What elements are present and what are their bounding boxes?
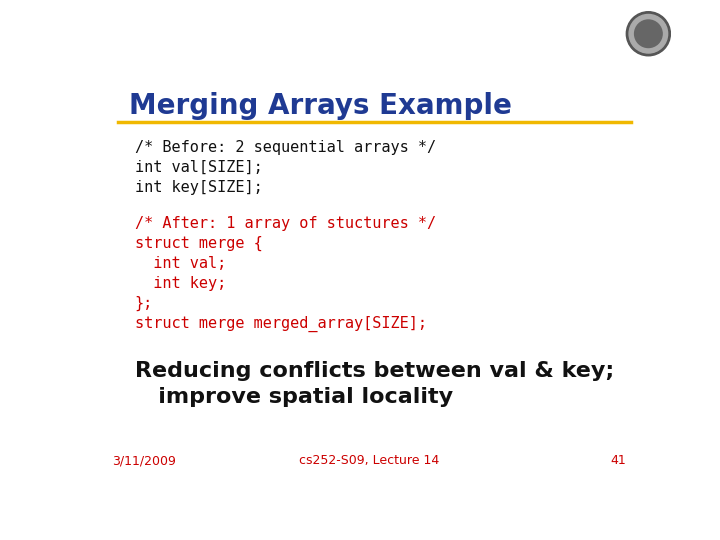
Text: struct merge merged_array[SIZE];: struct merge merged_array[SIZE]; bbox=[135, 316, 427, 332]
Text: 3/11/2009: 3/11/2009 bbox=[112, 454, 176, 467]
Text: /* Before: 2 sequential arrays */: /* Before: 2 sequential arrays */ bbox=[135, 140, 436, 154]
Text: Reducing conflicts between val & key;: Reducing conflicts between val & key; bbox=[135, 361, 614, 381]
Text: cs252-S09, Lecture 14: cs252-S09, Lecture 14 bbox=[299, 454, 439, 467]
Text: /* After: 1 array of stuctures */: /* After: 1 array of stuctures */ bbox=[135, 216, 436, 231]
Text: int val;: int val; bbox=[135, 256, 226, 271]
Text: Merging Arrays Example: Merging Arrays Example bbox=[129, 92, 512, 120]
Circle shape bbox=[634, 20, 662, 48]
Text: int key[SIZE];: int key[SIZE]; bbox=[135, 180, 262, 194]
Text: int val[SIZE];: int val[SIZE]; bbox=[135, 160, 262, 174]
Text: };: }; bbox=[135, 296, 153, 311]
Text: 41: 41 bbox=[610, 454, 626, 467]
Circle shape bbox=[629, 15, 667, 53]
Text: struct merge {: struct merge { bbox=[135, 236, 262, 251]
Circle shape bbox=[626, 12, 670, 56]
Text: int key;: int key; bbox=[135, 276, 226, 291]
Text: improve spatial locality: improve spatial locality bbox=[135, 387, 453, 407]
